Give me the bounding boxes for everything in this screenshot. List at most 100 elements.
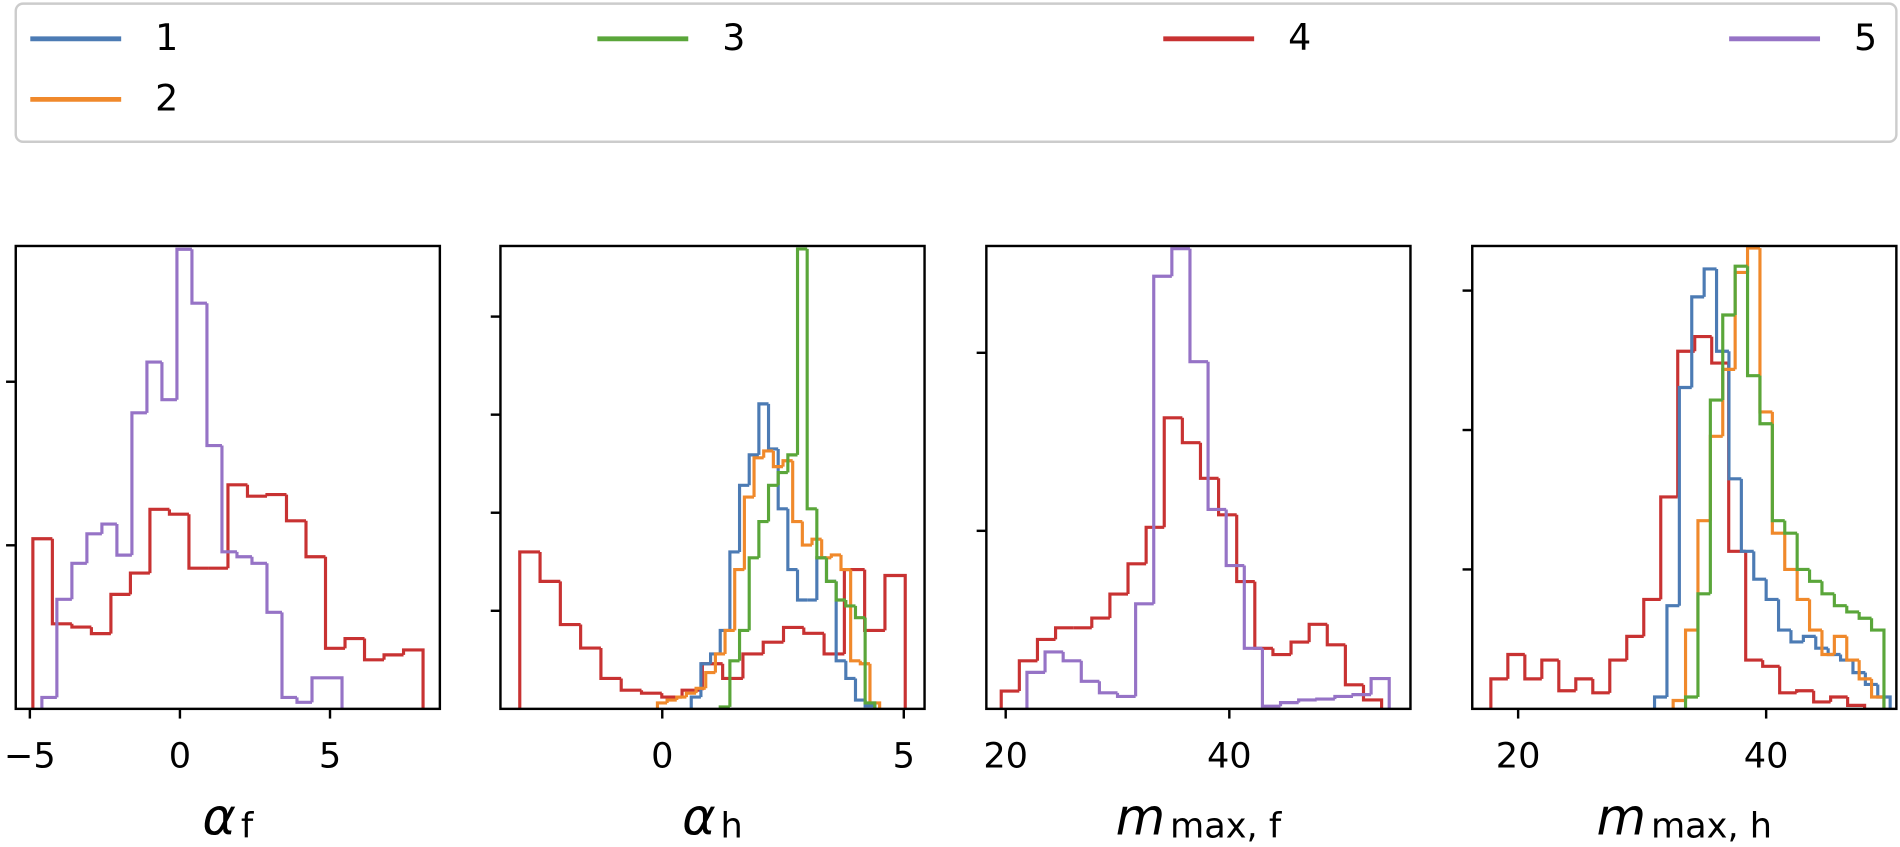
histogram-step [1079,660,1100,683]
histogram-step [1260,648,1281,708]
x-tick-label: 40 [1207,735,1252,776]
histogram-step [863,617,877,709]
histogram-step [538,551,561,583]
x-label-main: m [1116,788,1166,847]
histogram-step [713,652,726,673]
axes-frame [985,244,1412,711]
histogram-step [1739,478,1754,553]
histogram-step [1090,616,1110,628]
histogram-step [1235,514,1255,584]
histogram-step [1035,637,1056,661]
histogram-step [160,362,177,402]
histogram-step [704,671,716,689]
histogram-step [1307,622,1328,643]
histogram-step [802,627,825,635]
x-label-sub: max, h [1651,806,1772,847]
histogram-step [699,662,711,698]
histogram-step [382,653,404,660]
x-tick-label: 40 [1744,735,1789,776]
histogram-step [853,605,866,620]
histogram-step [822,633,845,656]
histogram-step [205,303,222,448]
histogram-step [1832,634,1847,655]
histogram-step [781,625,804,643]
histogram-step [791,460,803,524]
histogram-step [1297,698,1317,703]
x-tick-label: 20 [983,735,1028,776]
histogram-step [1770,411,1785,535]
histogram-step [1801,634,1816,642]
histogram-step [1795,569,1810,601]
histogram-step [85,532,102,564]
histogram-step [776,448,788,511]
histogram-step [310,676,328,703]
histogram-step [100,522,117,534]
x-tick-label: 0 [169,735,191,776]
histogram-step [805,248,817,511]
histogram-step [761,640,784,654]
histogram-step [1608,658,1627,693]
histogram-step [863,569,885,632]
histogram-step [1489,677,1508,709]
histogram-step [800,521,813,547]
histogram-step [684,691,697,698]
histogram-step [220,445,237,554]
histogram-step [1832,593,1847,608]
histogram-step [1845,636,1860,662]
histogram-step [190,249,207,305]
histogram-step [1108,592,1129,619]
histogram-step [742,495,755,570]
histogram-step [834,581,846,663]
histogram-step [1758,375,1773,426]
x-axis-label: m max, f [1116,788,1283,847]
legend-label: 2 [155,77,178,120]
histogram-step [558,581,581,627]
histogram-step [55,597,72,698]
histogram-step [1795,689,1814,693]
histogram-step [1708,398,1723,594]
axes-frame [499,244,926,711]
histogram-step [1271,648,1292,657]
histogram-step [1170,247,1190,277]
histogram-step [883,573,907,709]
histogram-step [839,554,851,572]
histogram-step [1224,509,1245,568]
histogram-step [1351,693,1372,697]
histogram-step [599,648,622,681]
histogram-step [1253,581,1273,650]
histogram-step [1061,651,1082,663]
histogram-step [109,592,131,634]
histogram-step [40,695,57,709]
histogram-step [128,571,150,595]
x-label-main: α [682,788,716,847]
histogram-step [747,556,759,631]
histogram-step [1671,698,1686,709]
histogram-step [89,627,111,636]
histogram-step [728,659,740,707]
histogram-step [235,551,252,559]
histogram-step [1851,660,1866,675]
histogram-step [1152,274,1172,604]
histogram-step [1857,611,1872,620]
histogram-step [1807,569,1822,583]
histogram-step [1820,581,1835,596]
histogram-step [1727,351,1742,481]
histogram-step [1761,660,1780,668]
histogram-step [1745,266,1760,378]
x-tick-label: −5 [4,735,56,776]
histogram-step [1333,694,1353,700]
histogram-step [265,493,287,497]
histogram-step [639,690,662,695]
histogram-step [824,557,837,583]
histogram-step [849,569,861,663]
histogram-step [1665,604,1680,698]
histogram-step [1745,246,1760,273]
histogram-step [1278,701,1299,707]
histogram-step [1242,565,1263,650]
histogram-step [1846,697,1867,709]
histogram-step [31,537,53,709]
histogram-step [304,520,326,559]
histogram-step [323,556,346,650]
histogram-step [1778,666,1797,695]
